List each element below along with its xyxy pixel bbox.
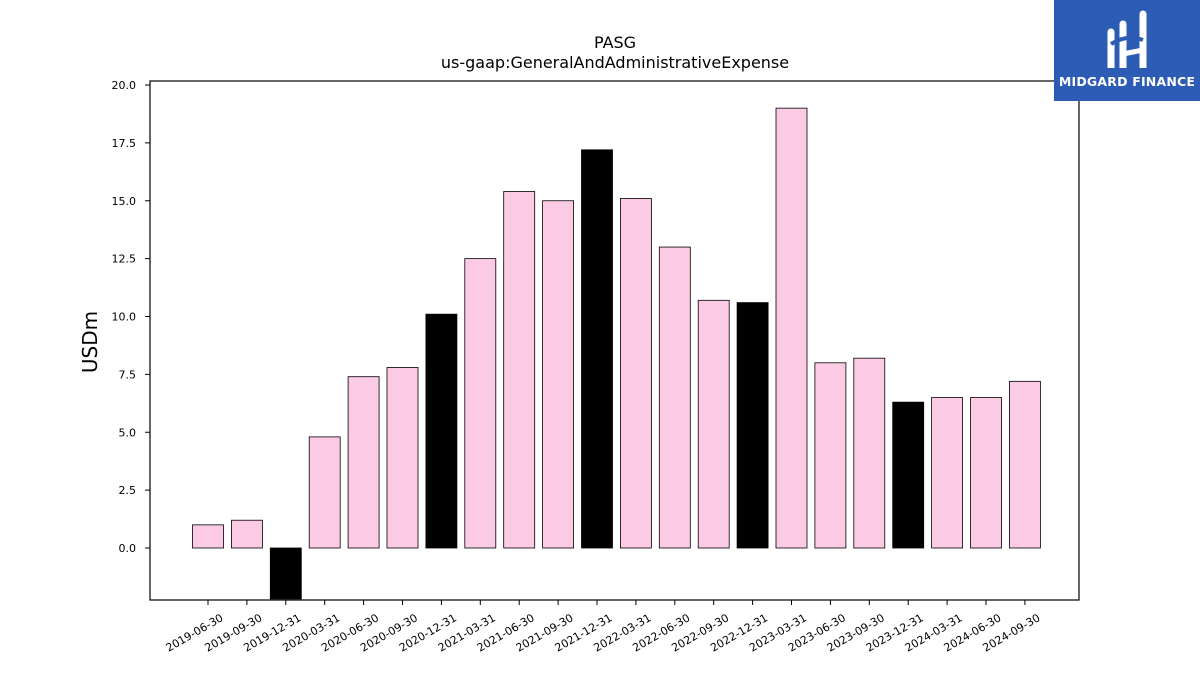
bar-2019-12-31 xyxy=(269,547,302,600)
bar-2022-06-30 xyxy=(658,246,691,549)
logo-text: MIDGARD FINANCE xyxy=(1058,74,1196,89)
bar-2024-06-30 xyxy=(970,397,1002,549)
y-tick-label: 15.0 xyxy=(112,195,137,208)
bar-2019-09-30 xyxy=(230,519,263,549)
y-axis-label: USDm xyxy=(78,311,102,373)
y-tick-label: 10.0 xyxy=(112,311,137,324)
bar-2023-12-31 xyxy=(892,401,925,549)
bar-2020-03-31 xyxy=(308,436,341,549)
midgard-finance-logo: MIDGARD FINANCE xyxy=(1054,0,1200,101)
bar-2020-09-30 xyxy=(386,367,419,549)
bar-2022-09-30 xyxy=(697,299,730,549)
logo-mark-icon xyxy=(1107,10,1147,68)
bar-2021-12-31 xyxy=(581,149,613,549)
bar-2022-12-31 xyxy=(736,302,769,549)
bar-2022-03-31 xyxy=(620,198,652,549)
y-tick-label: 17.5 xyxy=(112,137,137,150)
y-tick-label: 20.0 xyxy=(112,79,137,92)
bar-2023-09-30 xyxy=(853,357,886,549)
bar-2021-03-31 xyxy=(464,258,497,549)
bar-2024-09-30 xyxy=(1009,380,1041,549)
bar-2021-06-30 xyxy=(503,191,536,549)
bar-2019-06-30 xyxy=(192,524,224,549)
y-axis: 0.0 2.5 5.0 7.5 10.0 12.5 15.0 17.5 20.0 xyxy=(112,79,150,555)
bar-2021-09-30 xyxy=(542,200,574,549)
bar-2024-03-31 xyxy=(931,397,963,549)
bar-2020-12-31 xyxy=(425,313,458,549)
plot-frame xyxy=(149,80,1080,601)
y-tick-label: 5.0 xyxy=(119,426,137,439)
y-tick-label: 7.5 xyxy=(119,368,137,381)
y-tick-label: 0.0 xyxy=(119,542,137,555)
bar-2023-03-31 xyxy=(775,107,808,549)
chart-title: PASG xyxy=(594,33,636,52)
bar-2020-06-30 xyxy=(347,376,380,549)
bar-series xyxy=(192,107,1041,600)
y-tick-label: 12.5 xyxy=(112,253,137,266)
y-tick-label: 2.5 xyxy=(119,484,137,497)
x-axis: 2019-06-302019-09-302019-12-312020-03-31… xyxy=(164,600,1042,655)
chart-subtitle: us-gaap:GeneralAndAdministrativeExpense xyxy=(441,53,789,72)
bar-2023-06-30 xyxy=(814,362,847,549)
